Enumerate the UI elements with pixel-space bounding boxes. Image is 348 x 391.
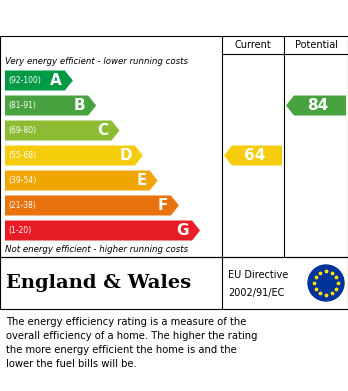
Text: 84: 84 (307, 98, 329, 113)
Polygon shape (5, 70, 73, 90)
Text: Very energy efficient - lower running costs: Very energy efficient - lower running co… (5, 57, 188, 66)
Text: EU Directive: EU Directive (228, 270, 288, 280)
Text: (69-80): (69-80) (8, 126, 36, 135)
Text: (1-20): (1-20) (8, 226, 31, 235)
Text: G: G (176, 223, 189, 238)
Text: Energy Efficiency Rating: Energy Efficiency Rating (8, 9, 237, 27)
Text: (55-68): (55-68) (8, 151, 36, 160)
Text: (39-54): (39-54) (8, 176, 36, 185)
Text: B: B (73, 98, 85, 113)
Polygon shape (5, 221, 200, 240)
Text: The energy efficiency rating is a measure of the
overall efficiency of a home. T: The energy efficiency rating is a measur… (6, 317, 258, 369)
Text: 2002/91/EC: 2002/91/EC (228, 289, 284, 298)
Text: 64: 64 (244, 148, 266, 163)
Text: (92-100): (92-100) (8, 76, 41, 85)
Text: F: F (157, 198, 168, 213)
Polygon shape (224, 145, 282, 165)
Text: Not energy efficient - higher running costs: Not energy efficient - higher running co… (5, 246, 188, 255)
Text: (21-38): (21-38) (8, 201, 36, 210)
Text: E: E (136, 173, 147, 188)
Text: Potential: Potential (294, 40, 338, 50)
Polygon shape (5, 120, 119, 140)
Polygon shape (286, 95, 346, 115)
Text: Current: Current (235, 40, 271, 50)
Text: (81-91): (81-91) (8, 101, 36, 110)
Polygon shape (5, 170, 158, 190)
Text: C: C (97, 123, 109, 138)
Polygon shape (5, 145, 143, 165)
Text: England & Wales: England & Wales (6, 274, 191, 292)
Circle shape (308, 265, 344, 301)
Polygon shape (5, 95, 96, 115)
Text: D: D (119, 148, 132, 163)
Polygon shape (5, 196, 179, 215)
Text: A: A (50, 73, 62, 88)
